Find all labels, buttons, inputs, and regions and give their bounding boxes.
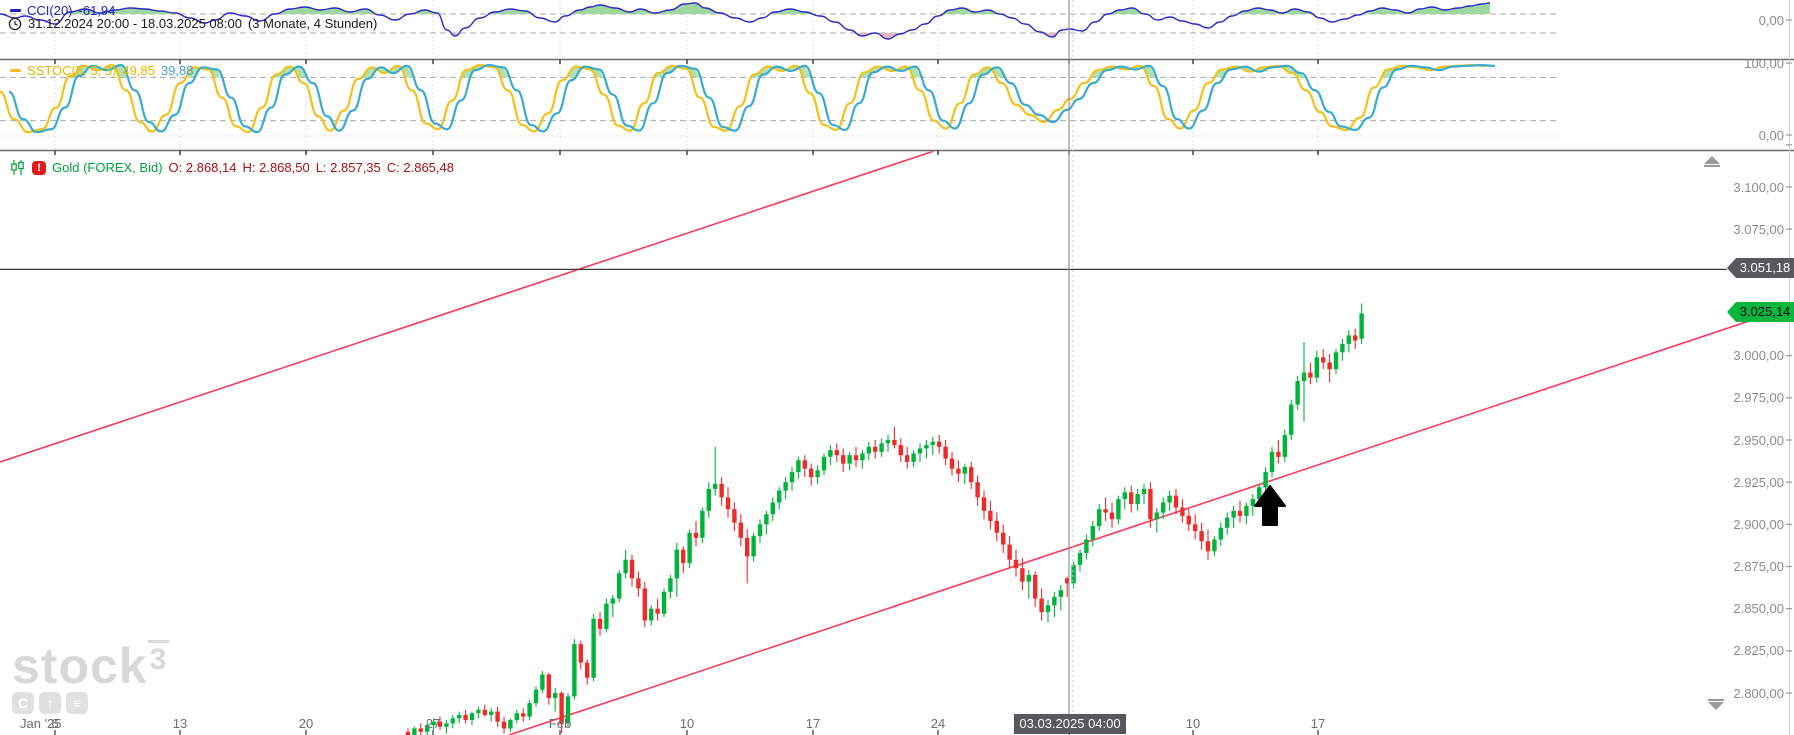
timeframe: (3 Monate, 4 Stunden) — [247, 16, 378, 31]
time-axis-label: 24 — [930, 716, 946, 731]
stoch-axis-0: 0,00 — [1758, 128, 1784, 143]
time-axis-label: Feb — [548, 716, 572, 731]
symbol-row[interactable]: ! Gold (FOREX, Bid) O: 2.868,14 H: 2.868… — [10, 160, 454, 175]
crosshair-date-badge: 03.03.2025 04:00 — [1014, 714, 1126, 734]
sstoc-legend[interactable]: SSTOC(5, 5, 3) 49,85 39,88 — [10, 63, 193, 78]
cci-axis-zero: 0,00 — [1758, 13, 1784, 28]
cci-label: CCI(20) — [27, 3, 73, 18]
sstoc-label: SSTOC(5, 5, 3) — [27, 63, 117, 78]
ohlc-high: H: 2.868,50 — [242, 160, 310, 175]
cci-legend[interactable]: CCI(20) -61,94 — [10, 3, 115, 18]
last-price-badge: 3.025,14 — [1727, 302, 1794, 322]
scale-expand-up-icon[interactable] — [1704, 156, 1720, 167]
time-axis-label: 6 — [51, 716, 59, 731]
time-axis-label: 10 — [1185, 716, 1201, 731]
visible-range: 31.12.2024 20:00 - 18.03.2025 08:00 — [28, 16, 242, 31]
ohlc-low: L: 2.857,35 — [315, 160, 381, 175]
time-axis-label: Jan '25 — [20, 716, 62, 731]
watermark-icon-3: ≡ — [66, 692, 88, 714]
time-axis-label: 20 — [298, 716, 314, 731]
watermark-sup: 3 — [147, 640, 170, 676]
ohlc-close: C: 2.865,48 — [386, 160, 454, 175]
sstoc-swatch-icon — [10, 69, 21, 72]
time-axis-label: 10 — [679, 716, 695, 731]
watermark-icon-2: ↑ — [39, 692, 61, 714]
time-axis-label: 13 — [172, 716, 188, 731]
cci-value: -61,94 — [78, 3, 116, 18]
resistance-price-badge: 3.051,18 — [1727, 258, 1794, 278]
stock3-watermark: stock3 C ↑ ≡ — [12, 638, 170, 714]
scale-expand-down-icon[interactable] — [1708, 699, 1724, 710]
stoch-axis-100: 100,00 — [1744, 56, 1784, 71]
alert-icon[interactable]: ! — [32, 160, 46, 175]
time-axis-label: 27 — [425, 716, 441, 731]
watermark-icons: C ↑ ≡ — [12, 692, 169, 714]
time-axis-label: 17 — [805, 716, 821, 731]
cci-swatch-icon — [10, 9, 21, 12]
range-row: 31.12.2024 20:00 - 18.03.2025 08:00 (3 M… — [8, 16, 377, 31]
candlestick-icon — [11, 160, 24, 175]
watermark-word: stock — [12, 638, 148, 694]
sstoc-k-value: 49,85 — [122, 63, 155, 78]
time-axis-label: 17 — [1310, 716, 1326, 731]
clock-icon — [8, 17, 22, 30]
watermark-icon-1: C — [12, 692, 34, 714]
sstoc-d-value: 39,88 — [160, 63, 194, 78]
ohlc-open: O: 2.868,14 — [168, 160, 237, 175]
symbol-name: Gold (FOREX, Bid) — [52, 160, 163, 175]
